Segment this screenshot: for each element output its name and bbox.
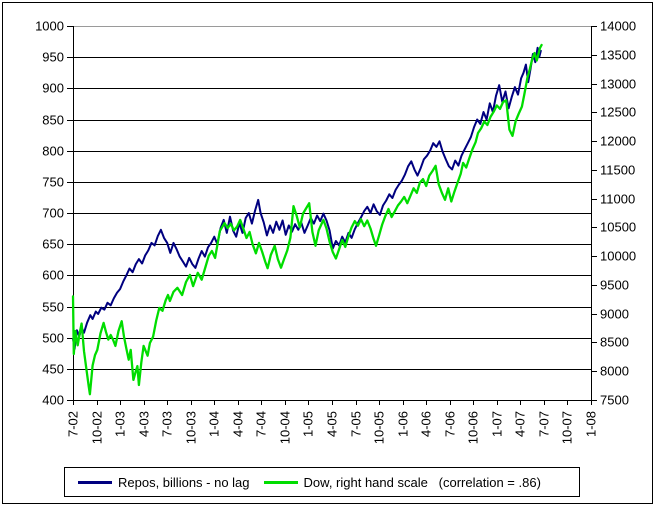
x-axis-tick-label: 10-06 bbox=[466, 411, 481, 444]
left-axis-tick-label: 1000 bbox=[35, 19, 64, 34]
legend-item-dow: Dow, right hand scale (correlation = .86… bbox=[250, 475, 541, 490]
x-axis-tick-label: 10-07 bbox=[560, 411, 575, 444]
x-axis-tick-label: 4-06 bbox=[419, 411, 434, 437]
left-axis-tick-label: 800 bbox=[42, 144, 64, 159]
dow-legend-label: Dow, right hand scale (correlation = .86… bbox=[303, 474, 541, 490]
right-axis-tick-label: 12000 bbox=[600, 134, 636, 149]
x-axis-tick-label: 1-05 bbox=[301, 411, 316, 437]
left-axis-tick-label: 600 bbox=[42, 268, 64, 283]
x-axis-tick-label: 10-03 bbox=[184, 411, 199, 444]
left-axis-tick-label: 650 bbox=[42, 237, 64, 252]
right-axis-tick-label: 11000 bbox=[600, 192, 635, 207]
left-axis-tick-label: 550 bbox=[42, 300, 64, 315]
right-axis-tick-label: 8500 bbox=[600, 335, 629, 350]
x-axis-tick-label: 10-05 bbox=[372, 411, 387, 444]
left-axis-tick-label: 450 bbox=[42, 362, 64, 377]
x-axis-tick-label: 1-04 bbox=[207, 411, 222, 437]
x-axis-tick-label: 10-04 bbox=[278, 411, 293, 444]
right-axis-tick-label: 8000 bbox=[600, 364, 629, 379]
x-axis-tick-label: 4-05 bbox=[325, 411, 340, 437]
legend-item-repos: Repos, billions - no lag bbox=[78, 475, 250, 490]
right-axis-tick-label: 12500 bbox=[600, 105, 636, 120]
left-axis-tick-label: 900 bbox=[42, 81, 64, 96]
legend: Repos, billions - no lag Dow, right hand… bbox=[64, 467, 580, 497]
x-axis-tick-label: 1-08 bbox=[584, 411, 599, 437]
x-axis-tick-label: 4-03 bbox=[137, 411, 152, 437]
x-axis-tick-label: 7-05 bbox=[349, 411, 364, 437]
left-axis-tick-label: 500 bbox=[42, 331, 64, 346]
right-axis-tick-label: 13500 bbox=[600, 48, 636, 63]
left-axis-tick-label: 400 bbox=[42, 393, 64, 408]
repos-series-line bbox=[72, 46, 542, 350]
x-axis-tick-label: 7-06 bbox=[443, 411, 458, 437]
x-axis-tick-label: 4-04 bbox=[231, 411, 246, 437]
left-axis-tick-label: 750 bbox=[42, 175, 64, 190]
chart-svg: 1000 950 900 850 800 750 700 650 600 550 500 450 400… bbox=[35, 19, 636, 445]
x-axis-tick-label: 4-07 bbox=[513, 411, 528, 437]
x-axis-tick-label: 1-03 bbox=[113, 411, 128, 437]
x-axis-tick-label: 1-07 bbox=[490, 411, 505, 437]
left-axis-tick-label: 700 bbox=[42, 206, 64, 221]
x-axis-tick-label: 7-03 bbox=[160, 411, 175, 437]
dow-series-line bbox=[71, 43, 543, 396]
dow-line-sample-icon bbox=[263, 480, 298, 484]
x-axis-tick-label: 7-07 bbox=[537, 411, 552, 437]
right-axis-tick-label: 9500 bbox=[600, 278, 629, 293]
right-axis-tick-label: 11500 bbox=[600, 163, 635, 178]
plot-area: 1000 950 900 850 800 750 700 650 600 550 500 450 400… bbox=[3, 3, 652, 465]
right-axis-tick-label: 14000 bbox=[600, 19, 636, 34]
left-axis-tick-label: 950 bbox=[42, 50, 64, 65]
right-axis-tick-label: 10000 bbox=[600, 249, 636, 264]
x-axis-tick-label: 10-02 bbox=[90, 411, 105, 444]
right-axis-tick-label: 7500 bbox=[600, 393, 629, 408]
x-axis-tick-label: 7-04 bbox=[254, 411, 269, 437]
right-axis-tick-label: 9000 bbox=[600, 307, 629, 322]
x-axis-tick-label: 7-02 bbox=[66, 411, 81, 437]
repos-legend-label: Repos, billions - no lag bbox=[118, 474, 250, 490]
repos-line-sample-icon bbox=[78, 480, 112, 484]
right-axis-tick-label: 10500 bbox=[600, 220, 636, 235]
left-axis-tick-label: 850 bbox=[42, 113, 64, 128]
right-axis-tick-label: 13000 bbox=[600, 77, 636, 92]
x-axis-tick-label: 1-06 bbox=[396, 411, 411, 437]
